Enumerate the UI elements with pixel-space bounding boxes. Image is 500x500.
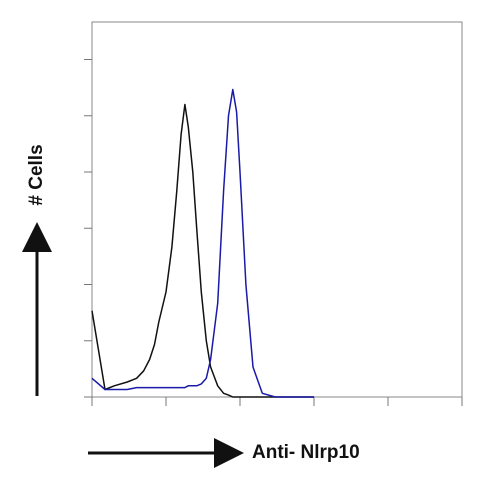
series-line: [91, 103, 314, 398]
y-axis-label: # Cells: [26, 144, 47, 205]
plot-frame: [91, 21, 463, 398]
series-line: [91, 88, 314, 398]
x-axis-label: Anti- Nlrp10: [252, 442, 360, 463]
